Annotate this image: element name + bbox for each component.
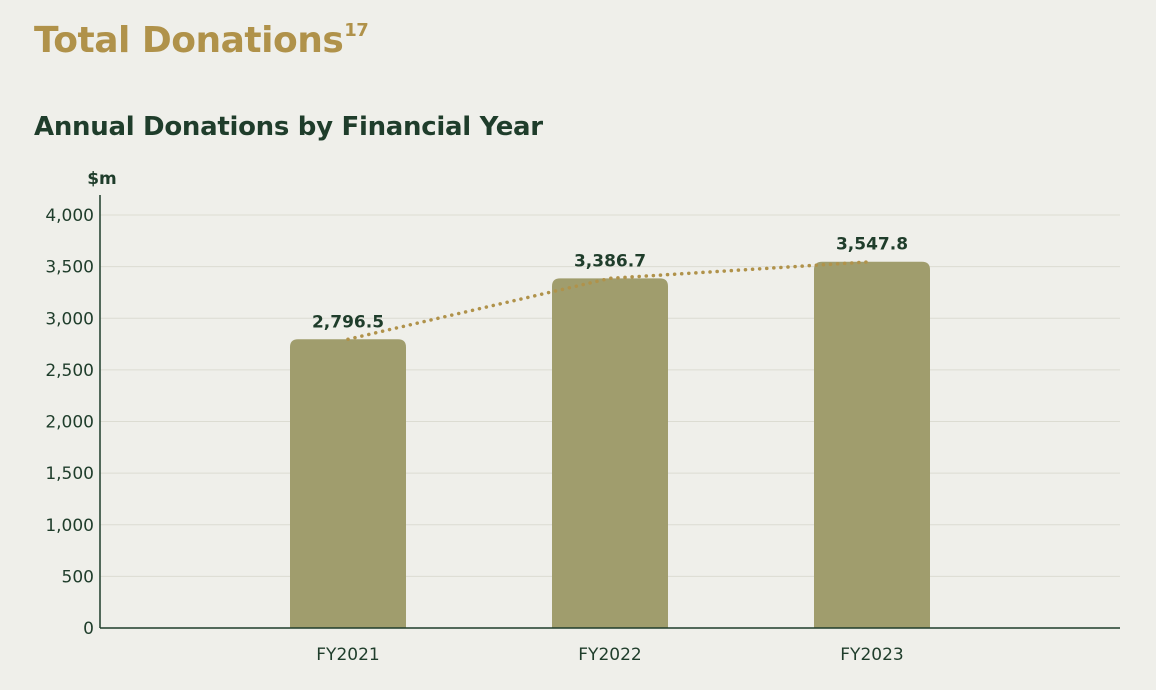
y-axis-unit-label: $m — [87, 169, 117, 189]
axes — [99, 195, 1120, 629]
y-tick-label: 3,000 — [45, 309, 94, 329]
y-tick-label: 4,000 — [45, 206, 94, 226]
y-tick-label: 1,500 — [45, 464, 94, 484]
trendline — [346, 259, 874, 342]
y-tick-label: 2,500 — [45, 361, 94, 381]
y-tick-label: 1,000 — [45, 516, 94, 536]
y-tick-label: 3,500 — [45, 258, 94, 278]
y-tick-label: 2,000 — [45, 413, 94, 433]
x-axis-ticks: FY2021 FY2022 FY2023 — [316, 645, 903, 665]
data-label: 3,547.8 — [836, 235, 908, 255]
x-tick-label: FY2021 — [316, 645, 379, 665]
y-tick-label: 500 — [62, 567, 94, 587]
footnote-marker: 17 — [344, 20, 369, 41]
title-text: Total Donations — [34, 20, 344, 61]
page-title: Total Donations17 — [34, 20, 369, 61]
y-tick-label: 0 — [83, 619, 94, 639]
x-tick-label: FY2023 — [840, 645, 903, 665]
chart-title: Annual Donations by Financial Year — [34, 112, 543, 142]
y-axis-ticks: 0 500 1,000 1,500 2,000 2,500 3,000 3,500 4,000 $… — [45, 169, 116, 639]
data-labels: 2,796.5 3,386.7 3,547.8 — [312, 235, 908, 333]
bars — [290, 261, 930, 628]
bar-fy2022 — [552, 278, 668, 628]
x-tick-label: FY2022 — [578, 645, 641, 665]
trend-line — [346, 259, 874, 342]
data-label: 2,796.5 — [312, 312, 384, 332]
bar-fy2021 — [290, 339, 406, 628]
bar-fy2023 — [814, 261, 930, 628]
data-label: 3,386.7 — [574, 251, 646, 271]
